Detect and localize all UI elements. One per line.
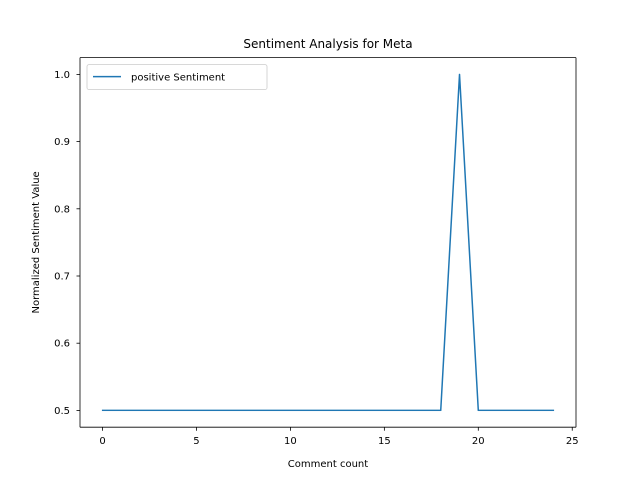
y-tick-label: 0.9 (54, 137, 70, 148)
y-axis-label: Normalized Sentiment Value (31, 171, 42, 313)
series-layer (103, 74, 554, 410)
legend: positive Sentiment (86, 64, 268, 90)
legend-box (86, 64, 268, 90)
y-tick-label: 0.7 (54, 272, 70, 283)
x-axis-label: Comment count (288, 459, 368, 470)
plot-area (80, 57, 576, 428)
legend-label: positive Sentiment (131, 73, 225, 84)
x-tick-label: 0 (99, 436, 105, 447)
y-tick-label: 0.5 (54, 406, 70, 417)
y-tick-label: 1.0 (54, 70, 70, 81)
axes-frame (79, 57, 577, 428)
y-tick-label: 0.6 (54, 339, 70, 350)
x-tick-label: 25 (566, 436, 579, 447)
x-tick-label: 20 (472, 436, 485, 447)
chart-title: Sentiment Analysis for Meta (243, 37, 412, 51)
y-tick-label: 0.8 (54, 204, 70, 215)
x-tick-label: 15 (378, 436, 391, 447)
x-tick-label: 5 (193, 436, 199, 447)
x-axis-ticks: 0 5 10 15 20 25 (99, 427, 579, 447)
y-axis-ticks: 0.5 0.6 0.7 0.8 0.9 1.0 (54, 70, 80, 417)
series-line-positive-sentiment (103, 74, 554, 410)
x-tick-label: 10 (284, 436, 297, 447)
